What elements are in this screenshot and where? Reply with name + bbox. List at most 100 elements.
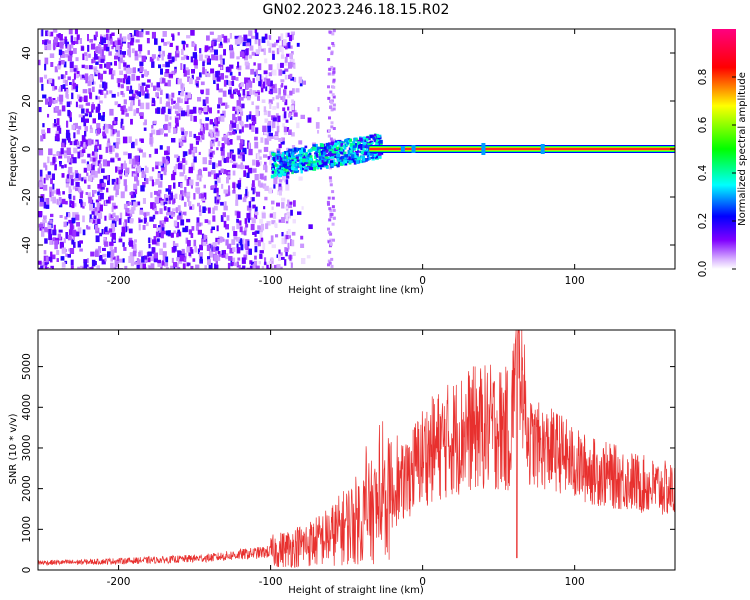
heatmap-cell [99,232,103,237]
heatmap-cell [300,154,303,158]
snr-series-line [38,330,675,568]
heatmap-cell [252,231,257,235]
heatmap-cell [323,161,328,166]
heatmap-cell [184,94,188,102]
heatmap-cell [38,267,43,269]
heatmap-cell [171,56,175,63]
heatmap-cell [63,152,68,159]
heatmap-cell [196,174,200,181]
heatmap-cell [328,30,332,34]
heatmap-cell [317,130,320,134]
heatmap-cell [331,42,335,45]
heatmap-cell [75,187,80,192]
heatmap-cell [186,246,190,253]
heatmap-cell [142,198,146,204]
heatmap-cell [365,151,369,156]
heatmap-cell [338,147,343,151]
heatmap-cell [218,170,222,175]
heatmap-cell [246,38,252,46]
heatmap-cell [184,131,188,135]
heatmap-cell [192,204,195,210]
heatmap-cell [40,194,45,198]
heatmap-cell [273,264,279,269]
heatmap-cell [333,152,337,156]
heatmap-cell [212,215,216,222]
heatmap-cell [87,80,91,87]
heatmap-cell [332,95,336,99]
heatmap-cell [327,259,331,263]
heatmap-cell [272,165,276,169]
heatmap-cell [323,146,327,150]
heatmap-cell [297,159,300,162]
heatmap-cell [325,164,328,168]
heatmap-cell [329,183,333,187]
heatmap-cell [86,161,90,166]
heatmap-cell [71,268,74,269]
heatmap-cell [253,62,256,66]
heatmap-cell [90,218,94,223]
heatmap-cell [145,256,148,263]
heatmap-cell [95,235,100,243]
heatmap-cell [153,252,158,259]
heatmap-cell [229,71,233,76]
heatmap-cell [63,74,66,79]
heatmap-cell [282,123,285,128]
heatmap-cell [183,256,187,263]
heatmap-cell [218,97,223,104]
heatmap-cell [131,141,135,149]
heatmap-cell [162,220,166,224]
heatmap-cell [300,170,303,174]
heatmap-cell [353,143,356,147]
heatmap-cell [95,225,99,231]
heatmap-cell [104,201,108,206]
heatmap-cell [102,131,106,137]
heatmap-cell [199,118,202,124]
heatmap-cell [313,162,316,165]
heatmap-cell [213,126,218,130]
heatmap-cell [126,86,130,91]
heatmap-cell [123,99,127,105]
heatmap-cell [74,212,79,216]
heatmap-cell [100,185,105,190]
heatmap-cell [82,229,86,236]
heatmap-cell [180,213,183,221]
heatmap-cell [279,157,283,161]
heatmap-cell [97,218,101,224]
heatmap-cell [241,257,246,264]
heatmap-cell [280,256,285,260]
heatmap-cell [186,35,191,39]
heatmap-cell [287,202,293,209]
heatmap-cell [112,256,116,260]
heatmap-cell [123,105,126,110]
heatmap-cell [168,185,172,190]
heatmap-cell [200,81,205,86]
heatmap-cell [285,247,289,252]
heatmap-cell [173,220,178,227]
heatmap-cell [67,170,71,176]
heatmap-cell [133,243,137,249]
heatmap-cell [236,211,241,218]
heatmap-cell [283,111,287,119]
heatmap-cell [215,184,217,189]
heatmap-cell [49,219,53,224]
heatmap-cell [183,64,186,71]
heatmap-cell [42,261,46,267]
heatmap-cell [207,207,211,214]
heatmap-cell [149,138,153,145]
heatmap-cell [379,142,383,147]
heatmap-cell [273,178,278,185]
heatmap-cell [197,248,200,255]
heatmap-cell [272,157,276,161]
heatmap-cell [151,125,154,129]
heatmap-cell [293,200,296,207]
heatmap-cell [298,176,303,181]
heatmap-cell [328,218,332,222]
heatmap-cell [287,94,291,99]
heatmap-cell [255,49,260,55]
heatmap-cell [75,86,78,92]
heatmap-cell [44,41,48,45]
heatmap-cell [358,144,362,149]
heatmap-cell [217,177,221,183]
heatmap-cell [128,159,133,165]
heatmap-cell [280,252,283,256]
